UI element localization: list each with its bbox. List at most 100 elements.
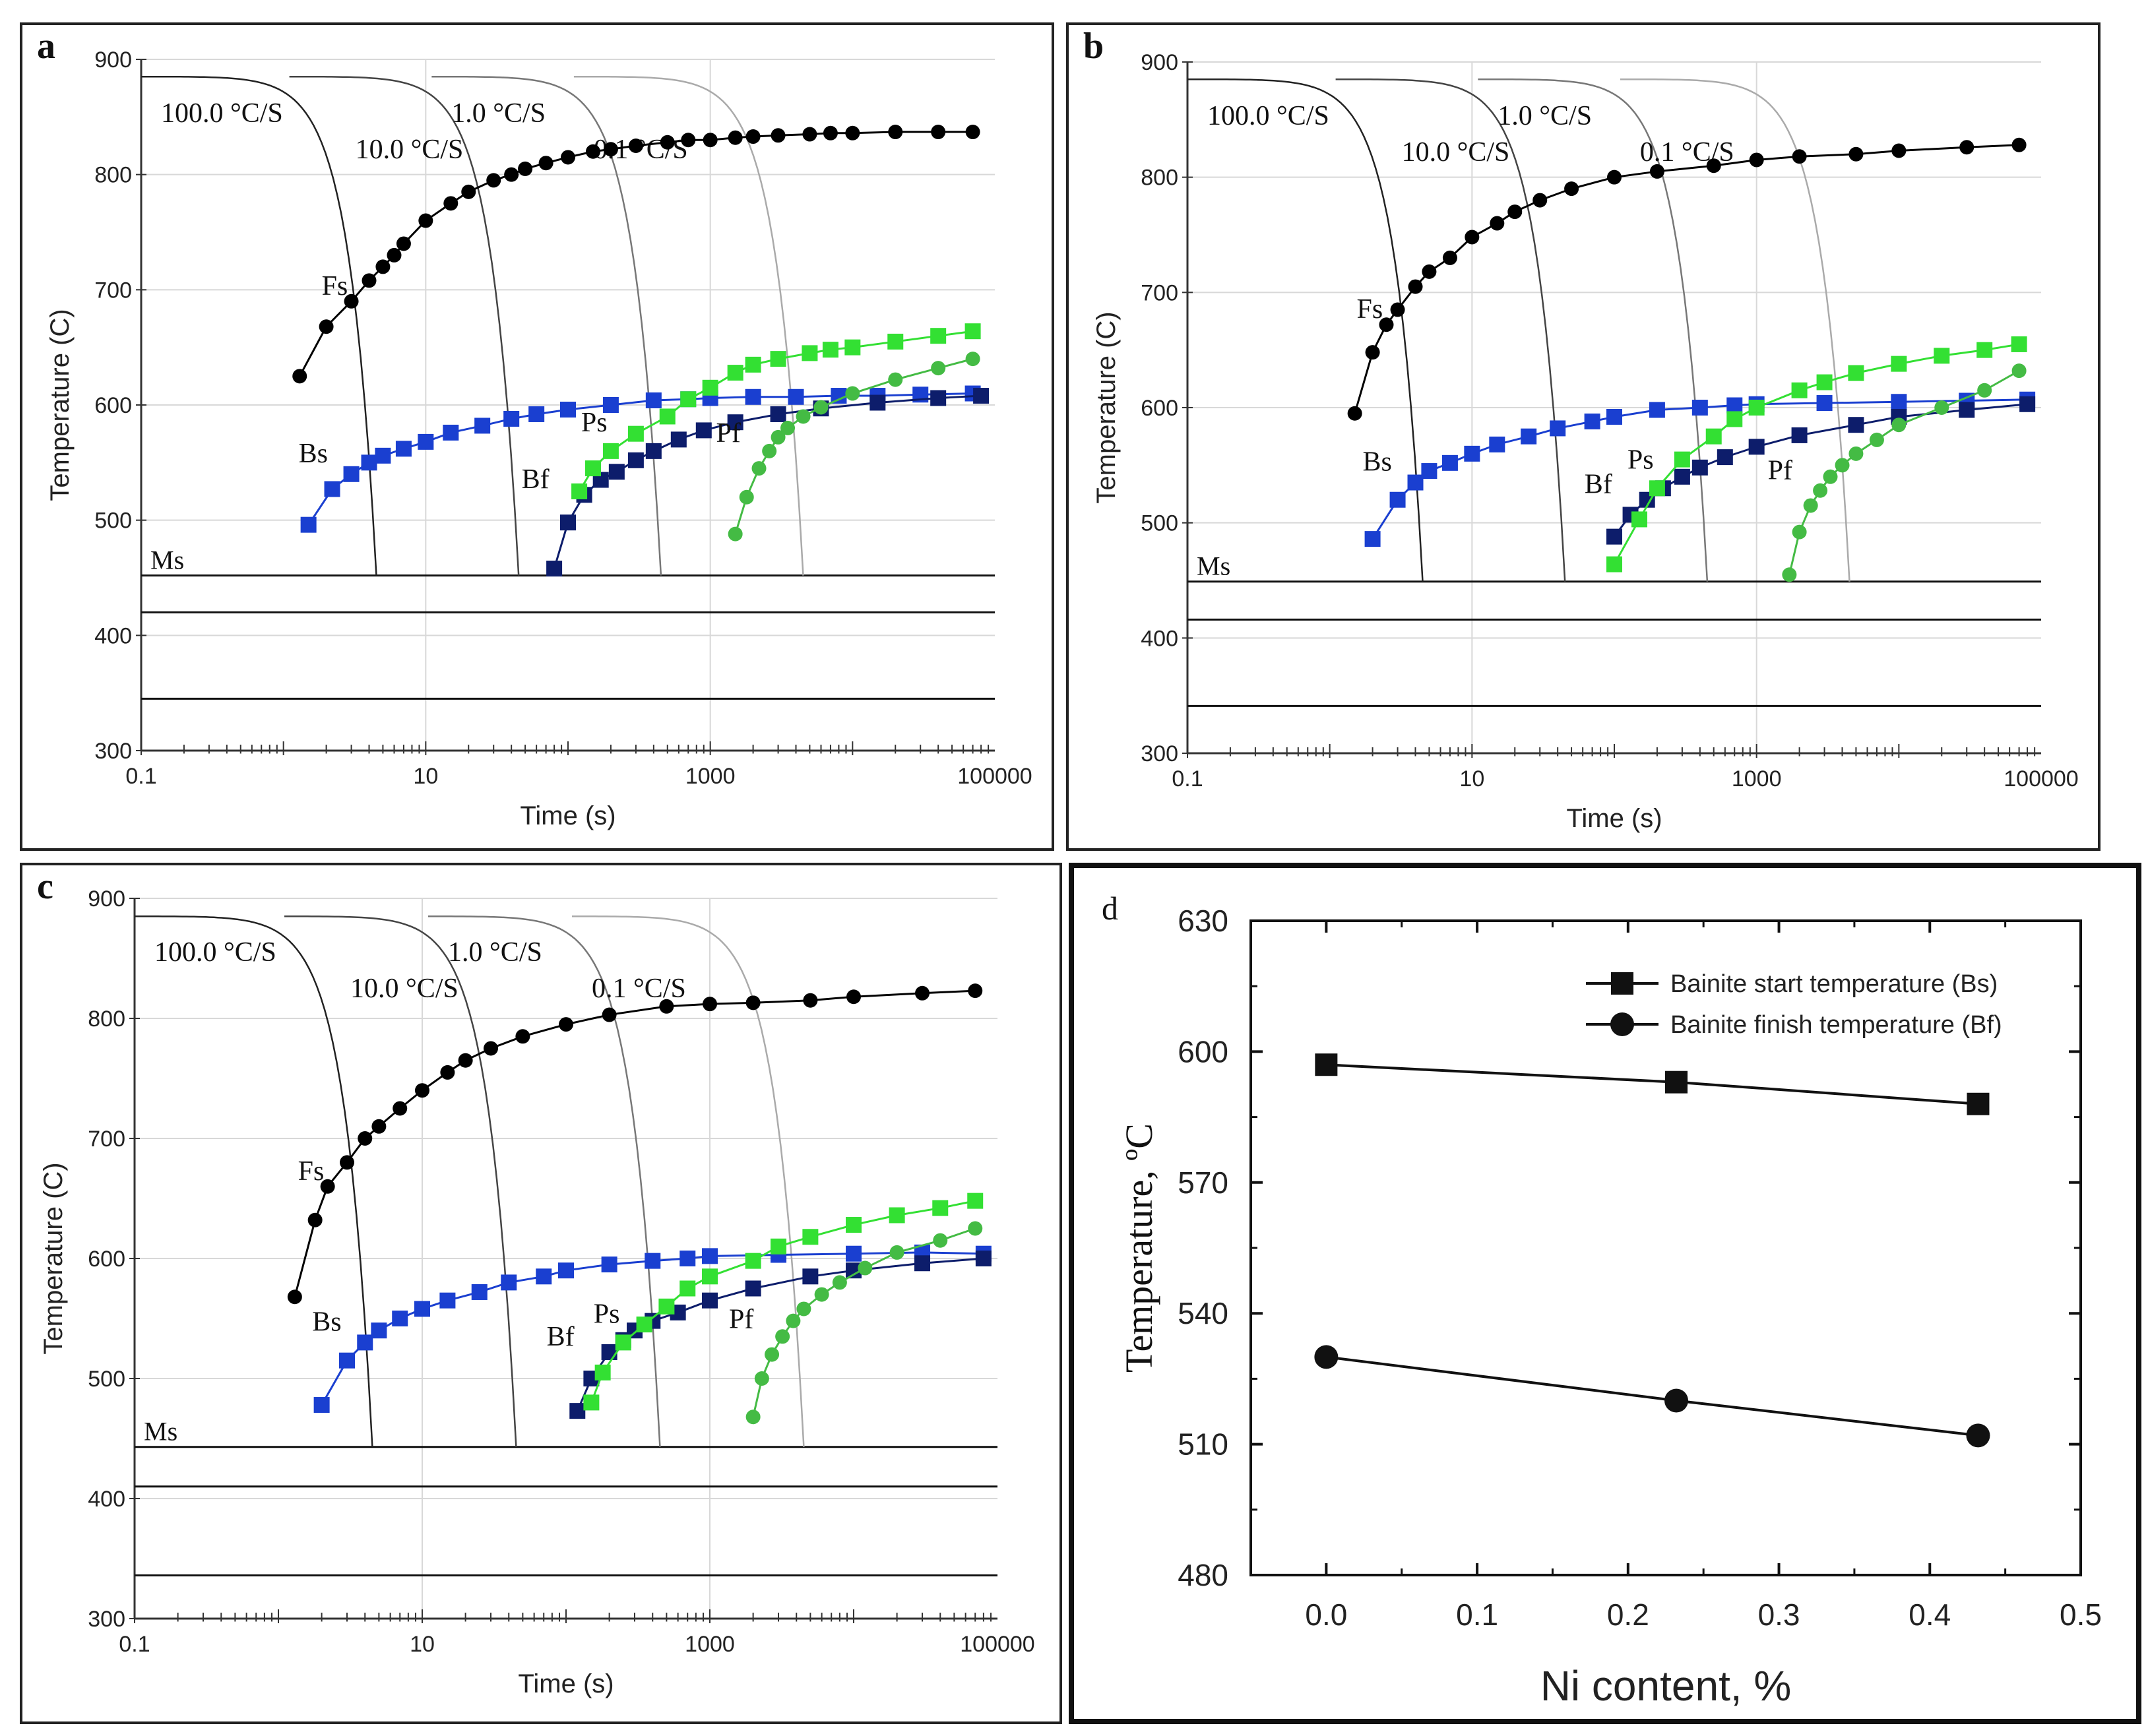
cooling-curve (284, 915, 517, 1447)
data-point-fs (1408, 279, 1423, 294)
y-axis-title: Temperature, ºC (1118, 1123, 1160, 1373)
data-point-fs (1532, 193, 1548, 208)
data-point-pf (728, 526, 743, 542)
y-axis-title: Temperature (C) (46, 309, 75, 501)
data-point-ps (584, 460, 601, 477)
data-point-ps (967, 1193, 984, 1209)
y-tick-label: 900 (94, 47, 132, 73)
panel-c: c 300 400 500 600 700 800 900 0.1 10 1000 100000 Tim… (20, 863, 1062, 1724)
x-axis-title: Time (s) (1566, 804, 1662, 833)
panel-letter: a (37, 26, 55, 67)
data-point-ps (771, 1238, 787, 1255)
y-tick-label: 800 (88, 1007, 125, 1032)
x-axis-title: Ni content, % (1540, 1662, 1792, 1710)
data-point-bf (1674, 468, 1690, 485)
data-point-bs (601, 1256, 617, 1273)
data-point-ps (658, 1298, 675, 1315)
x-tick-label: 1000 (1732, 766, 1782, 791)
data-point-ps (602, 443, 619, 459)
data-point-fs (728, 130, 743, 145)
data-point-bs (788, 388, 804, 405)
y-tick-label: 700 (1141, 280, 1178, 305)
curve-label-ps: Ps (581, 408, 608, 438)
x-axis-title: Time (s) (520, 801, 616, 830)
data-point-pf (888, 372, 903, 387)
cooling-curve (141, 75, 377, 576)
data-point-bs (375, 447, 391, 464)
curve-label-ps: Ps (1627, 445, 1654, 475)
data-point-pf (739, 489, 754, 505)
data-point-fs (2011, 137, 2027, 152)
data-point-bf (1791, 427, 1808, 443)
y-tick-label: 600 (1141, 396, 1178, 421)
data-point-fs (888, 125, 903, 140)
cooling-rate-label: 100.0 °C/S (1207, 101, 1329, 131)
data-point-bs (1606, 408, 1622, 425)
data-point-ps (1816, 374, 1833, 390)
data-point-bf (2019, 396, 2036, 412)
data-point-ps (1631, 511, 1647, 528)
data-point-pf (1934, 400, 1949, 415)
series-line-fs (1354, 144, 2019, 414)
data-point-ps (1748, 400, 1765, 416)
data-point-pf (1813, 483, 1828, 498)
x-tick-label: 10 (410, 1632, 435, 1657)
legend-label: Bainite finish temperature (Bf) (1670, 1011, 2002, 1039)
data-point-pf (814, 1287, 829, 1302)
y-tick-label: 300 (94, 739, 132, 764)
data-point-ps (802, 1229, 819, 1245)
data-point-fs (518, 161, 533, 176)
data-point-ps (846, 1217, 862, 1233)
y-axis-title: Temperature (C) (39, 1162, 68, 1354)
data-point-fs (1490, 216, 1505, 231)
cooling-curve (289, 75, 520, 576)
curve-label-pf: Pf (729, 1305, 753, 1335)
data-point-bs (343, 466, 360, 482)
x-tick-label: 0.1 (1172, 766, 1203, 791)
x-tick-label: 10 (413, 764, 438, 789)
y-tick-label: 900 (88, 886, 125, 912)
data-point-bf (1664, 1388, 1689, 1413)
data-point-bf (695, 422, 712, 439)
data-point-ps (627, 425, 644, 442)
data-point-bs (339, 1352, 356, 1369)
data-point-pf (780, 420, 796, 435)
data-point-bs (443, 424, 459, 441)
y-tick-label: 300 (1141, 741, 1178, 766)
data-point-bf (975, 1251, 992, 1266)
data-point-fs (803, 993, 818, 1008)
data-point-fs (681, 133, 696, 148)
chart-a: a 300 400 500 600 700 800 900 0.1 10 1000 100000 Tim… (37, 26, 1032, 830)
data-point-bs (745, 388, 761, 405)
data-point-pf (1803, 498, 1818, 513)
data-point-pf (1782, 567, 1797, 582)
x-tick-label: 1000 (685, 764, 736, 789)
data-point-bs (313, 1397, 330, 1413)
data-point-fs (371, 1119, 387, 1134)
data-point-ps (702, 379, 718, 396)
data-point-pf (796, 1301, 811, 1317)
data-point-bs (1421, 463, 1437, 480)
data-point-bs (702, 1248, 718, 1264)
data-point-fs (387, 247, 402, 263)
data-point-bf (546, 561, 563, 577)
data-point-fs (585, 144, 600, 159)
data-point-ps (1649, 480, 1665, 497)
data-point-fs (628, 139, 643, 153)
data-point-fs (344, 294, 359, 309)
x-tick-label: 0.1 (119, 1632, 150, 1657)
data-point-pf (813, 400, 829, 415)
data-point-bf (569, 1403, 586, 1419)
cooling-rate-label: 10.0 °C/S (356, 135, 464, 165)
data-point-fs (440, 1065, 455, 1080)
ms-label: Ms (150, 545, 184, 575)
data-point-fs (1365, 345, 1380, 360)
data-point-pf (775, 1329, 790, 1344)
data-point-bs (1407, 474, 1424, 491)
data-point-ps (571, 483, 588, 499)
data-point-pf (771, 429, 786, 445)
data-point-bs (1691, 400, 1708, 416)
x-tick-label: 10 (1459, 766, 1484, 791)
cooling-curve (428, 915, 661, 1447)
cooling-curve (135, 915, 373, 1447)
